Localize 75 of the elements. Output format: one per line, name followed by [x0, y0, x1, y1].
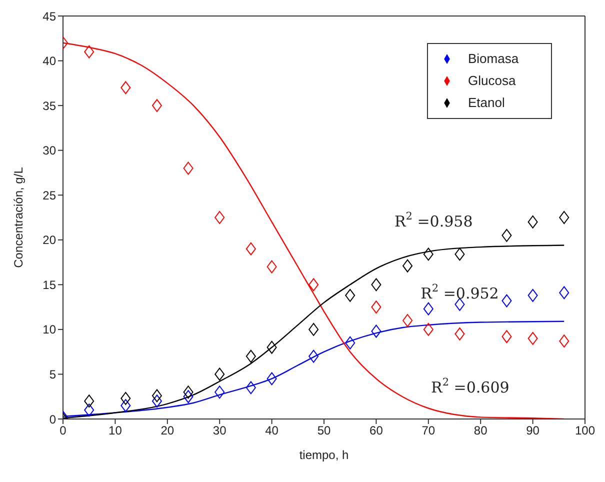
y-axis-title: Concentración, g/L	[11, 166, 26, 268]
point	[559, 334, 570, 348]
x-tick-label: 70	[422, 424, 436, 438]
y-tick-label: 10	[42, 322, 56, 337]
point	[246, 381, 256, 394]
x-tick-label: 20	[160, 424, 174, 438]
legend-label: Glucosa	[468, 73, 516, 88]
point	[214, 368, 225, 381]
annotation: R$^{2}$ =0.958	[394, 210, 473, 231]
point	[528, 288, 538, 302]
point	[559, 286, 570, 300]
point	[423, 302, 434, 316]
x-tick-label: 10	[108, 424, 122, 438]
x-tick-label: 90	[526, 424, 540, 438]
legend-label: Etanol	[468, 95, 505, 110]
x-tick-label: 100	[574, 424, 596, 438]
y-tick-label: 0	[49, 412, 56, 426]
x-tick-label: 80	[474, 424, 488, 438]
annotation: R$^{2}$ =0.609	[431, 376, 510, 396]
point	[402, 314, 413, 327]
point	[502, 228, 512, 242]
y-tick-label: 45	[42, 9, 56, 24]
legend-label: Biomasa	[468, 51, 519, 66]
point	[402, 259, 413, 272]
point	[308, 350, 319, 363]
point	[345, 288, 356, 302]
point	[423, 322, 434, 336]
point	[308, 322, 319, 336]
y-tick-label: 15	[42, 278, 56, 292]
point	[152, 394, 162, 408]
point	[266, 260, 277, 274]
point	[454, 327, 465, 340]
point	[308, 278, 319, 292]
x-tick-label: 40	[265, 424, 279, 438]
y-tick-label: 35	[42, 98, 56, 113]
point	[84, 404, 94, 417]
point	[183, 386, 194, 399]
x-tick-label: 30	[212, 424, 227, 438]
x-tick-label: 0	[60, 424, 67, 438]
point	[371, 278, 382, 292]
point	[423, 248, 434, 261]
point	[214, 386, 225, 399]
x-tick-label: 50	[317, 424, 331, 438]
point	[345, 336, 356, 350]
point	[120, 399, 131, 412]
point	[371, 300, 382, 314]
point	[214, 211, 225, 224]
point	[371, 324, 382, 338]
point	[183, 162, 194, 175]
point	[246, 242, 256, 256]
point	[84, 45, 94, 58]
point	[120, 392, 131, 405]
x-tick-label: 60	[370, 424, 384, 438]
y-tick-label: 20	[42, 233, 56, 248]
y-tick-label: 5	[49, 367, 56, 382]
line-series	[63, 244, 565, 419]
point	[152, 389, 162, 402]
point	[502, 330, 512, 344]
y-tick-label: 40	[42, 54, 56, 68]
point	[528, 215, 538, 228]
y-tick-label: 25	[42, 188, 56, 202]
point	[528, 332, 538, 345]
point	[246, 350, 256, 363]
point	[454, 248, 465, 261]
point	[152, 99, 162, 112]
point	[183, 390, 194, 404]
x-axis-title: tiempo, h	[299, 448, 349, 462]
point	[120, 81, 131, 94]
point	[84, 394, 94, 408]
point	[266, 340, 277, 354]
point	[266, 372, 277, 386]
y-tick-label: 30	[42, 144, 56, 158]
annotation: R$^{2}$ =0.952	[420, 282, 499, 302]
point	[502, 294, 512, 308]
point	[559, 211, 570, 224]
